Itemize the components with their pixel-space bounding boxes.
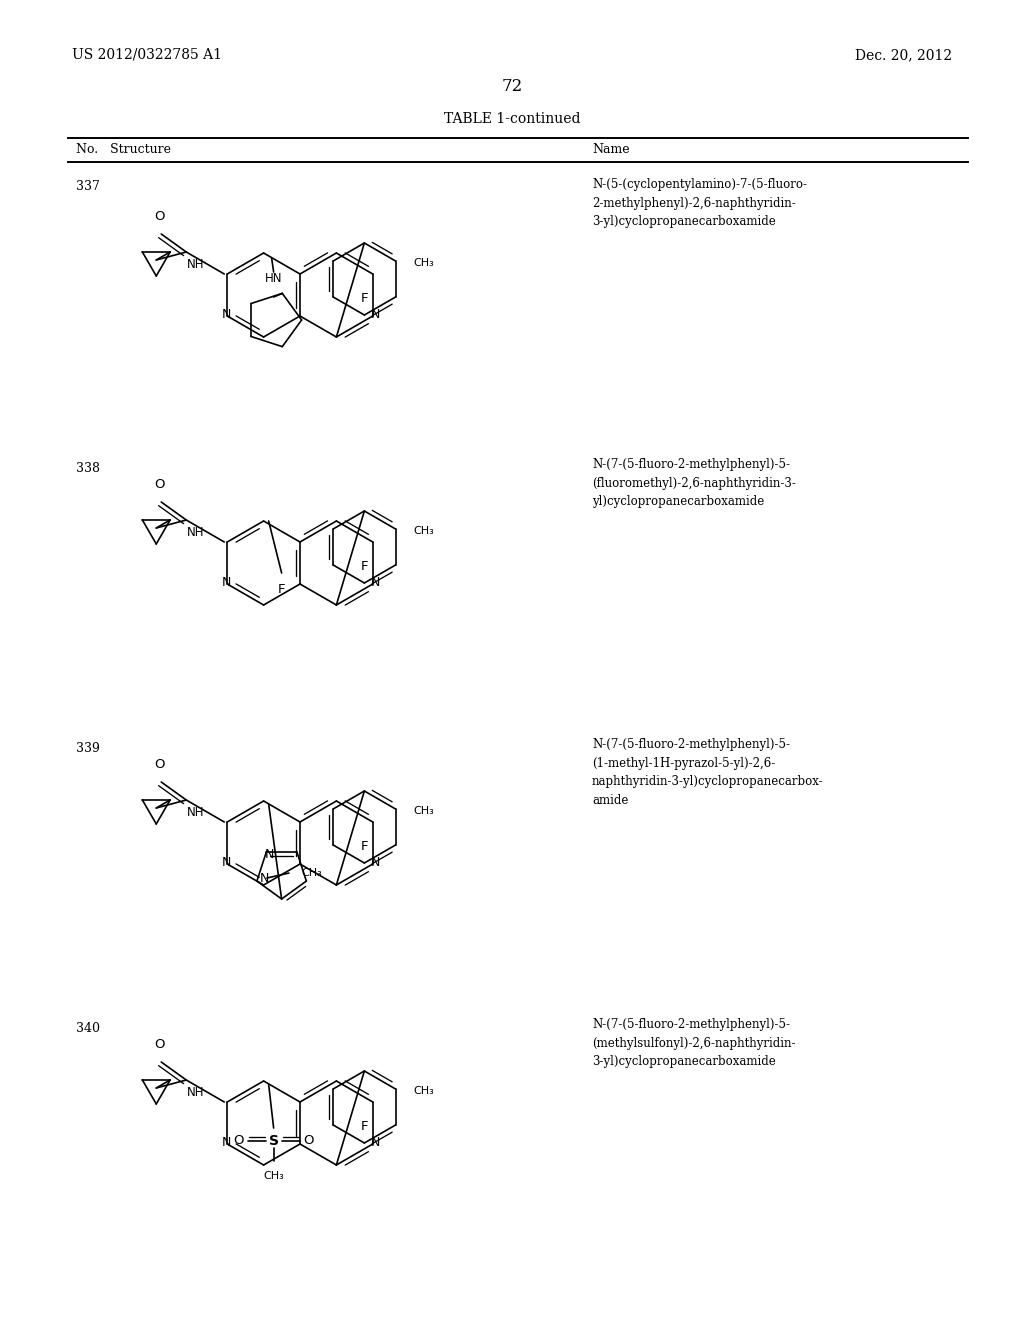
Text: N: N (371, 309, 381, 322)
Text: CH₃: CH₃ (263, 1171, 284, 1181)
Text: CH₃: CH₃ (414, 257, 434, 268)
Text: TABLE 1-continued: TABLE 1-continued (443, 112, 581, 125)
Text: N-(7-(5-fluoro-2-methylphenyl)-5-
(fluoromethyl)-2,6-naphthyridin-3-
yl)cyclopro: N-(7-(5-fluoro-2-methylphenyl)-5- (fluor… (592, 458, 796, 508)
Text: O: O (154, 478, 165, 491)
Text: CH₃: CH₃ (414, 807, 434, 816)
Text: NH: NH (186, 259, 204, 272)
Text: NH: NH (186, 527, 204, 540)
Text: N: N (260, 871, 269, 884)
Text: O: O (154, 210, 165, 223)
Text: F: F (278, 583, 286, 597)
Text: N: N (221, 309, 231, 322)
Text: 72: 72 (502, 78, 522, 95)
Text: NH: NH (186, 1086, 204, 1100)
Text: Name: Name (592, 143, 630, 156)
Text: N: N (221, 577, 231, 590)
Text: F: F (360, 840, 368, 853)
Text: F: F (360, 1119, 368, 1133)
Text: F: F (360, 292, 368, 305)
Text: CH₃: CH₃ (414, 1086, 434, 1096)
Text: N-(7-(5-fluoro-2-methylphenyl)-5-
(1-methyl-1H-pyrazol-5-yl)-2,6-
naphthyridin-3: N-(7-(5-fluoro-2-methylphenyl)-5- (1-met… (592, 738, 823, 807)
Text: 340: 340 (76, 1022, 100, 1035)
Text: N-(7-(5-fluoro-2-methylphenyl)-5-
(methylsulfonyl)-2,6-naphthyridin-
3-yl)cyclop: N-(7-(5-fluoro-2-methylphenyl)-5- (methy… (592, 1018, 796, 1068)
Text: HN: HN (265, 272, 283, 285)
Text: N: N (221, 1137, 231, 1150)
Text: N-(5-(cyclopentylamino)-7-(5-fluoro-
2-methylphenyl)-2,6-naphthyridin-
3-yl)cycl: N-(5-(cyclopentylamino)-7-(5-fluoro- 2-m… (592, 178, 807, 228)
Text: NH: NH (186, 807, 204, 820)
Text: CH₃: CH₃ (301, 869, 322, 878)
Text: N: N (264, 849, 274, 862)
Text: O: O (303, 1134, 314, 1147)
Text: O: O (154, 758, 165, 771)
Text: 339: 339 (76, 742, 100, 755)
Text: F: F (360, 560, 368, 573)
Text: N: N (221, 857, 231, 870)
Text: S: S (268, 1134, 279, 1148)
Text: N: N (371, 857, 381, 870)
Text: CH₃: CH₃ (414, 525, 434, 536)
Text: 338: 338 (76, 462, 100, 475)
Text: O: O (154, 1038, 165, 1051)
Text: 337: 337 (76, 180, 100, 193)
Text: US 2012/0322785 A1: US 2012/0322785 A1 (72, 48, 222, 62)
Text: N: N (371, 1137, 381, 1150)
Text: O: O (233, 1134, 244, 1147)
Text: N: N (371, 577, 381, 590)
Text: No.   Structure: No. Structure (76, 143, 171, 156)
Text: Dec. 20, 2012: Dec. 20, 2012 (855, 48, 952, 62)
